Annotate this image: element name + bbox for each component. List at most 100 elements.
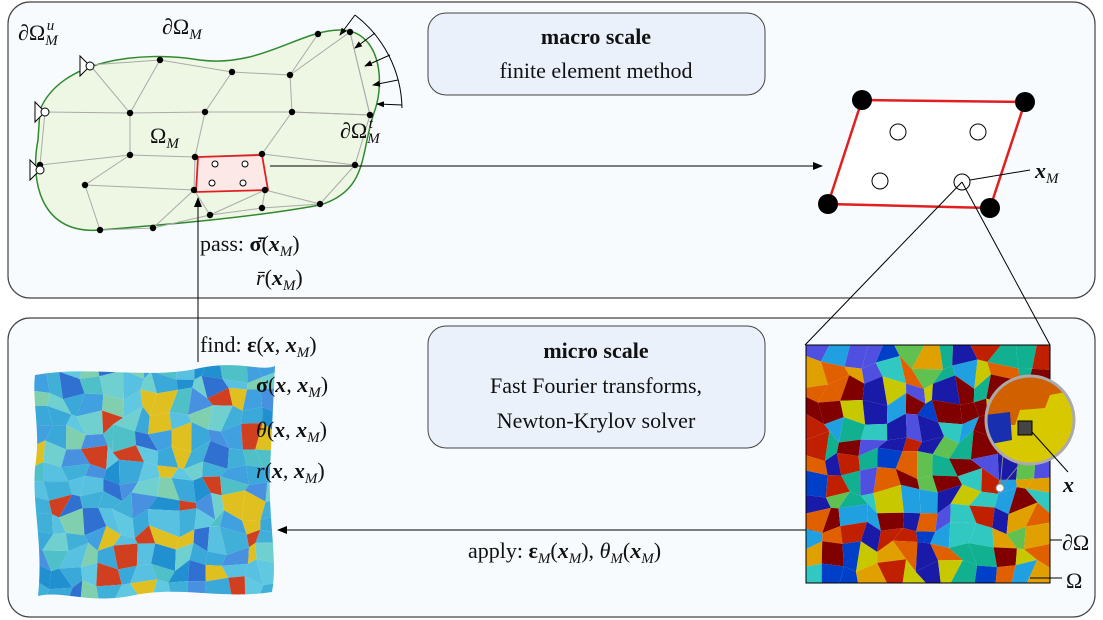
label-part: x (274, 372, 286, 397)
label-part: , (275, 332, 286, 357)
label-part: x (629, 538, 641, 563)
element (196, 155, 268, 192)
label-part: x (557, 538, 569, 563)
node (352, 162, 358, 168)
label-part: M (188, 27, 203, 43)
label-part: x (1062, 472, 1074, 497)
node (259, 151, 265, 157)
grain (901, 485, 921, 513)
macro-subtitle: finite element method (499, 58, 692, 83)
grain (822, 541, 844, 566)
label-part: M (366, 131, 381, 147)
label-part: σ (256, 372, 268, 397)
node (315, 31, 321, 37)
diagram: macro scale finite element method micro … (0, 0, 1103, 620)
node (289, 109, 295, 115)
label-part: apply: (468, 538, 529, 563)
node (82, 182, 88, 188)
label-part: x (271, 458, 283, 483)
label-part: ε (247, 332, 256, 357)
node (192, 154, 198, 160)
element-zoom (828, 100, 1025, 208)
label-part: x (271, 265, 283, 290)
node (97, 227, 103, 233)
micro-line: Newton-Krylov solver (497, 408, 696, 433)
grain (861, 424, 887, 440)
label-part: x (273, 417, 285, 442)
label-part: , (285, 417, 296, 442)
label-part: M (1045, 171, 1060, 187)
label-part: θ (256, 417, 267, 442)
micro-line: Fast Fourier transforms, (490, 373, 702, 398)
node (202, 109, 208, 115)
label-part: find: (200, 332, 247, 357)
grain (917, 451, 933, 479)
node (229, 69, 235, 75)
label-part: pass: (200, 231, 250, 256)
ip (209, 180, 215, 186)
label-part: M (165, 136, 180, 152)
label-part: x (1034, 158, 1046, 183)
label-part: ) (320, 417, 327, 442)
label-part: ( (265, 265, 272, 290)
ip (212, 161, 218, 167)
node (127, 110, 133, 116)
label: ∂ΩMu (18, 18, 59, 49)
label-part: x (268, 231, 280, 256)
node (150, 225, 156, 231)
grain (806, 564, 822, 583)
node (191, 187, 197, 193)
support-node (36, 166, 44, 174)
node (207, 212, 213, 218)
node (287, 72, 293, 78)
label-part: ( (267, 417, 274, 442)
label-part: x (295, 417, 307, 442)
label-part: x (293, 458, 305, 483)
label-part: x (263, 332, 275, 357)
label-part: , (283, 458, 294, 483)
label-part: θ (600, 538, 611, 563)
label-part: ∂Ω (162, 14, 189, 39)
label-part: Ω (150, 123, 166, 148)
label-part: ( (256, 332, 263, 357)
ip (242, 161, 248, 167)
label-part: ∂Ω (1062, 530, 1089, 555)
grain (919, 489, 937, 513)
node (127, 152, 133, 158)
node (259, 205, 265, 211)
micro-field (30, 360, 280, 600)
grain (806, 471, 828, 498)
label-part: ( (623, 538, 630, 563)
label-part: ) (295, 265, 302, 290)
label: Ω (1066, 568, 1082, 593)
label-part: Ω (1066, 568, 1082, 593)
support-node (86, 62, 94, 70)
label: apply: εM(xM), θM(xM) (468, 538, 661, 567)
node (157, 57, 163, 63)
label-part: ), (581, 538, 599, 563)
label-part: x (285, 332, 297, 357)
grain (975, 566, 997, 583)
label-part: ) (654, 538, 661, 563)
grain (877, 513, 904, 531)
label-part: ) (317, 458, 324, 483)
label-part: M (44, 33, 59, 49)
label-part: ) (292, 231, 299, 256)
node (317, 201, 323, 207)
label: x (1062, 472, 1074, 497)
label-part: ∂Ω (18, 20, 45, 45)
zoom-point (996, 484, 1004, 492)
label-part: ) (309, 332, 316, 357)
label-part: ( (550, 538, 557, 563)
label-part: ε (529, 538, 538, 563)
label-part: ∂Ω (340, 118, 367, 143)
label: ∂Ω (1062, 530, 1089, 555)
label: r̄(xM) (256, 265, 303, 294)
grain (994, 547, 1017, 567)
label-part: ( (261, 231, 268, 256)
label-part: , (286, 372, 297, 397)
label-part: ) (321, 372, 328, 397)
node (347, 29, 353, 35)
label-part: ( (268, 372, 275, 397)
label-part: u (47, 18, 55, 34)
